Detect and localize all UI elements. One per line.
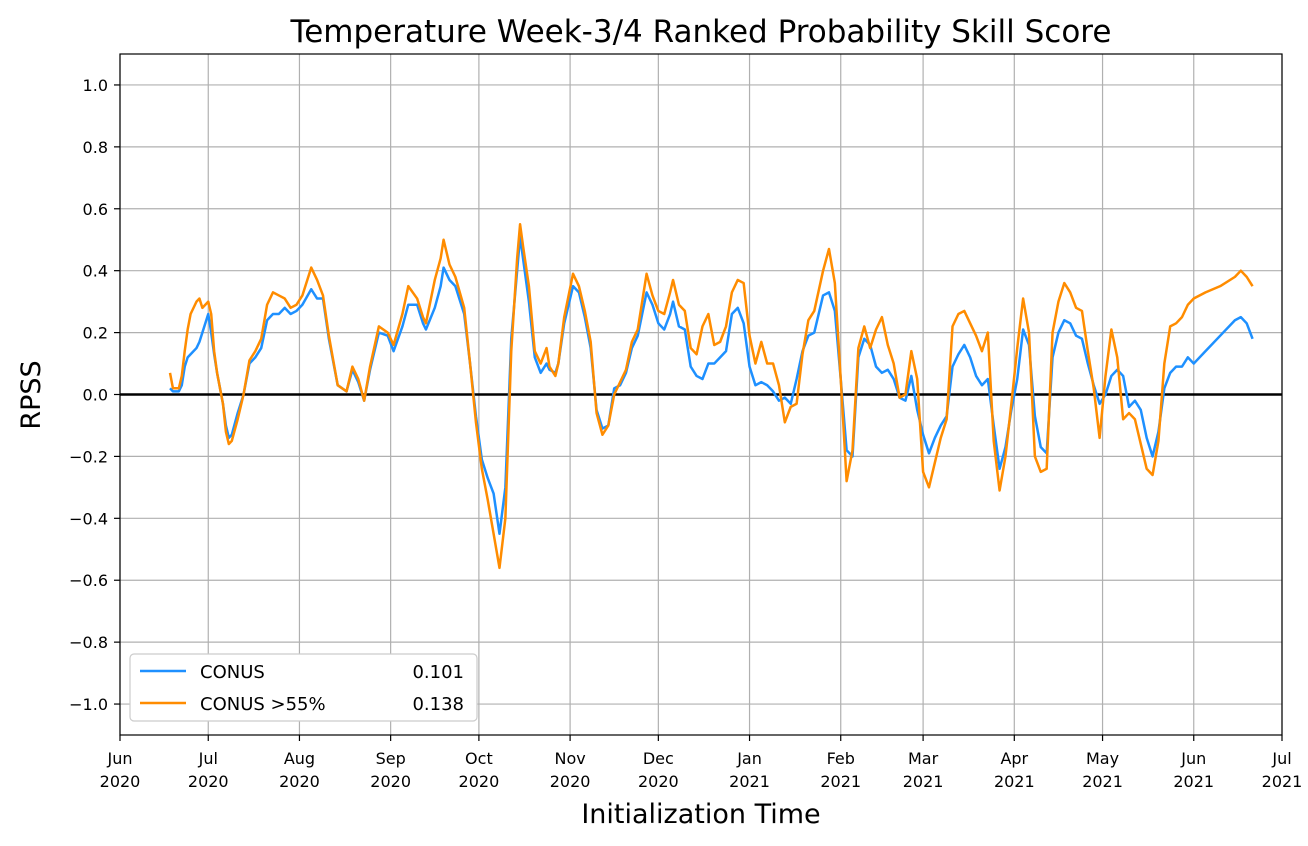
y-tick-label: 1.0 xyxy=(83,76,108,95)
y-tick-label: 0.8 xyxy=(83,138,108,157)
series-line-conus-55 xyxy=(168,223,1254,570)
x-tick-year: 2021 xyxy=(1262,772,1303,791)
y-tick-label: −0.8 xyxy=(69,633,108,652)
x-tick-month: Dec xyxy=(643,749,674,768)
y-tick-label: 0.4 xyxy=(83,262,108,281)
x-axis-ticks: Jun 2020 Jul 2020 Aug 2020 Sep 2020 Oct 2020 Nov 20… xyxy=(100,735,1303,791)
x-tick-year: 2021 xyxy=(729,772,770,791)
x-tick-year: 2020 xyxy=(370,772,411,791)
x-tick-month: May xyxy=(1086,749,1119,768)
x-tick-month: Jun xyxy=(107,749,133,768)
x-tick-month: Jun xyxy=(1180,749,1206,768)
series-line-conus xyxy=(169,235,1254,536)
legend-value-conus: 0.101 xyxy=(412,662,464,683)
y-tick-label: −1.0 xyxy=(69,695,108,714)
x-tick-year: 2021 xyxy=(1173,772,1214,791)
y-axis-ticks: 1.0 0.8 0.6 0.4 0.2 0.0 −0.2 −0.4 −0.6 −0.8 −1.0 xyxy=(69,76,120,714)
x-tick-year: 2020 xyxy=(100,772,141,791)
x-tick-month: Feb xyxy=(827,749,855,768)
x-tick-year: 2021 xyxy=(820,772,861,791)
y-tick-label: −0.6 xyxy=(69,571,108,590)
x-tick-month: Nov xyxy=(554,749,585,768)
y-tick-label: 0.0 xyxy=(83,386,108,405)
x-tick-year: 2020 xyxy=(459,772,500,791)
legend-value-conus-55: 0.138 xyxy=(412,694,464,715)
x-tick-month: Jul xyxy=(1271,749,1291,768)
x-tick-month: Apr xyxy=(1000,749,1028,768)
series-layer xyxy=(168,223,1254,570)
legend-label-conus: CONUS xyxy=(200,662,265,683)
x-tick-year: 2020 xyxy=(279,772,320,791)
y-tick-label: 0.2 xyxy=(83,324,108,343)
x-tick-year: 2020 xyxy=(638,772,679,791)
chart-title: Temperature Week-3/4 Ranked Probability … xyxy=(290,14,1112,50)
x-tick-month: Mar xyxy=(908,749,939,768)
y-axis-label: RPSS xyxy=(16,360,47,429)
x-tick-month: Aug xyxy=(284,749,315,768)
x-tick-year: 2020 xyxy=(550,772,591,791)
legend-label-conus-55: CONUS >55% xyxy=(200,694,326,715)
x-tick-year: 2021 xyxy=(994,772,1035,791)
x-tick-year: 2020 xyxy=(188,772,229,791)
x-tick-month: Oct xyxy=(465,749,493,768)
legend-box xyxy=(129,653,478,722)
x-tick-year: 2021 xyxy=(903,772,944,791)
y-tick-label: 0.6 xyxy=(83,200,108,219)
y-tick-label: −0.4 xyxy=(69,509,108,528)
y-tick-label: −0.2 xyxy=(69,447,108,466)
x-tick-month: Sep xyxy=(376,749,406,768)
x-tick-month: Jan xyxy=(736,749,762,768)
x-tick-year: 2021 xyxy=(1082,772,1123,791)
x-tick-month: Jul xyxy=(198,749,218,768)
x-axis-label: Initialization Time xyxy=(581,799,820,830)
legend: CONUS 0.101 CONUS >55% 0.138 xyxy=(129,653,478,722)
